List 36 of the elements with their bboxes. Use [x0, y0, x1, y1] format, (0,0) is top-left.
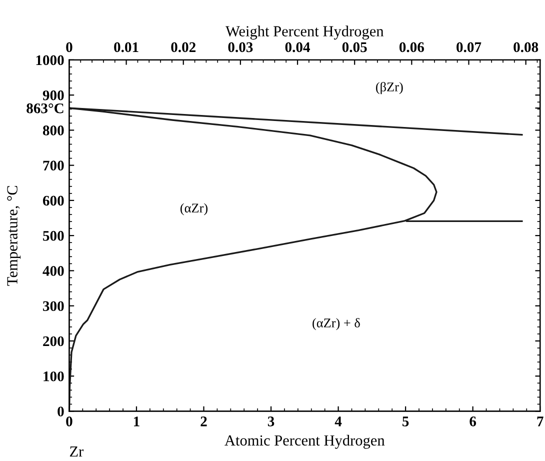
y-tick-label: 600 [42, 196, 64, 206]
y-tick-label: 863°C [26, 103, 64, 114]
x2-axis-title: Weight Percent Hydrogen [226, 26, 384, 40]
x2-tick-label: 0.03 [228, 42, 253, 52]
y-tick-label: 500 [43, 230, 64, 241]
x-tick-label: 5 [402, 416, 409, 426]
annotation: (αZr) + δ [312, 318, 360, 330]
y-tick-label: 800 [42, 126, 64, 136]
x2-tick-label: 0.04 [285, 42, 310, 52]
x2-tick-label: 0.01 [114, 42, 138, 52]
x2-tick-label: 0.02 [171, 42, 196, 52]
x-tick-label: 2 [200, 416, 207, 426]
x-tick-label: 4 [334, 416, 342, 426]
y-tick-label: 300 [43, 301, 64, 312]
y-tick-label: 900 [42, 90, 64, 100]
x-tick-label: 0 [66, 416, 72, 426]
x2-tick-label: 0 [66, 42, 72, 52]
y-tick-label: 400 [42, 266, 64, 276]
x2-tick-label: 0.06 [399, 42, 424, 52]
y-tick-label: 700 [43, 160, 64, 171]
x2-tick-label: 0.07 [456, 42, 482, 52]
y-tick-label: 200 [43, 336, 64, 346]
y-tick-label: 0 [58, 406, 64, 416]
x-tick-label: 1 [134, 416, 140, 426]
annotation: (αZr) [180, 203, 208, 216]
text: Zr [70, 446, 84, 457]
x-axis-title: Atomic Percent Hydrogen [224, 434, 385, 449]
x-tick-label: 3 [268, 416, 274, 426]
x2-tick-label: 0.05 [342, 42, 367, 52]
y-tick-label: 100 [44, 371, 64, 382]
y-axis-title: Temperature, °C [7, 186, 21, 286]
x-tick-label: 7 [537, 416, 544, 426]
x-tick-label: 6 [470, 416, 476, 426]
x2-tick-label: 0.08 [514, 42, 538, 52]
y-tick-label: 1000 [36, 55, 64, 66]
annotation: (βZr) [376, 82, 403, 94]
